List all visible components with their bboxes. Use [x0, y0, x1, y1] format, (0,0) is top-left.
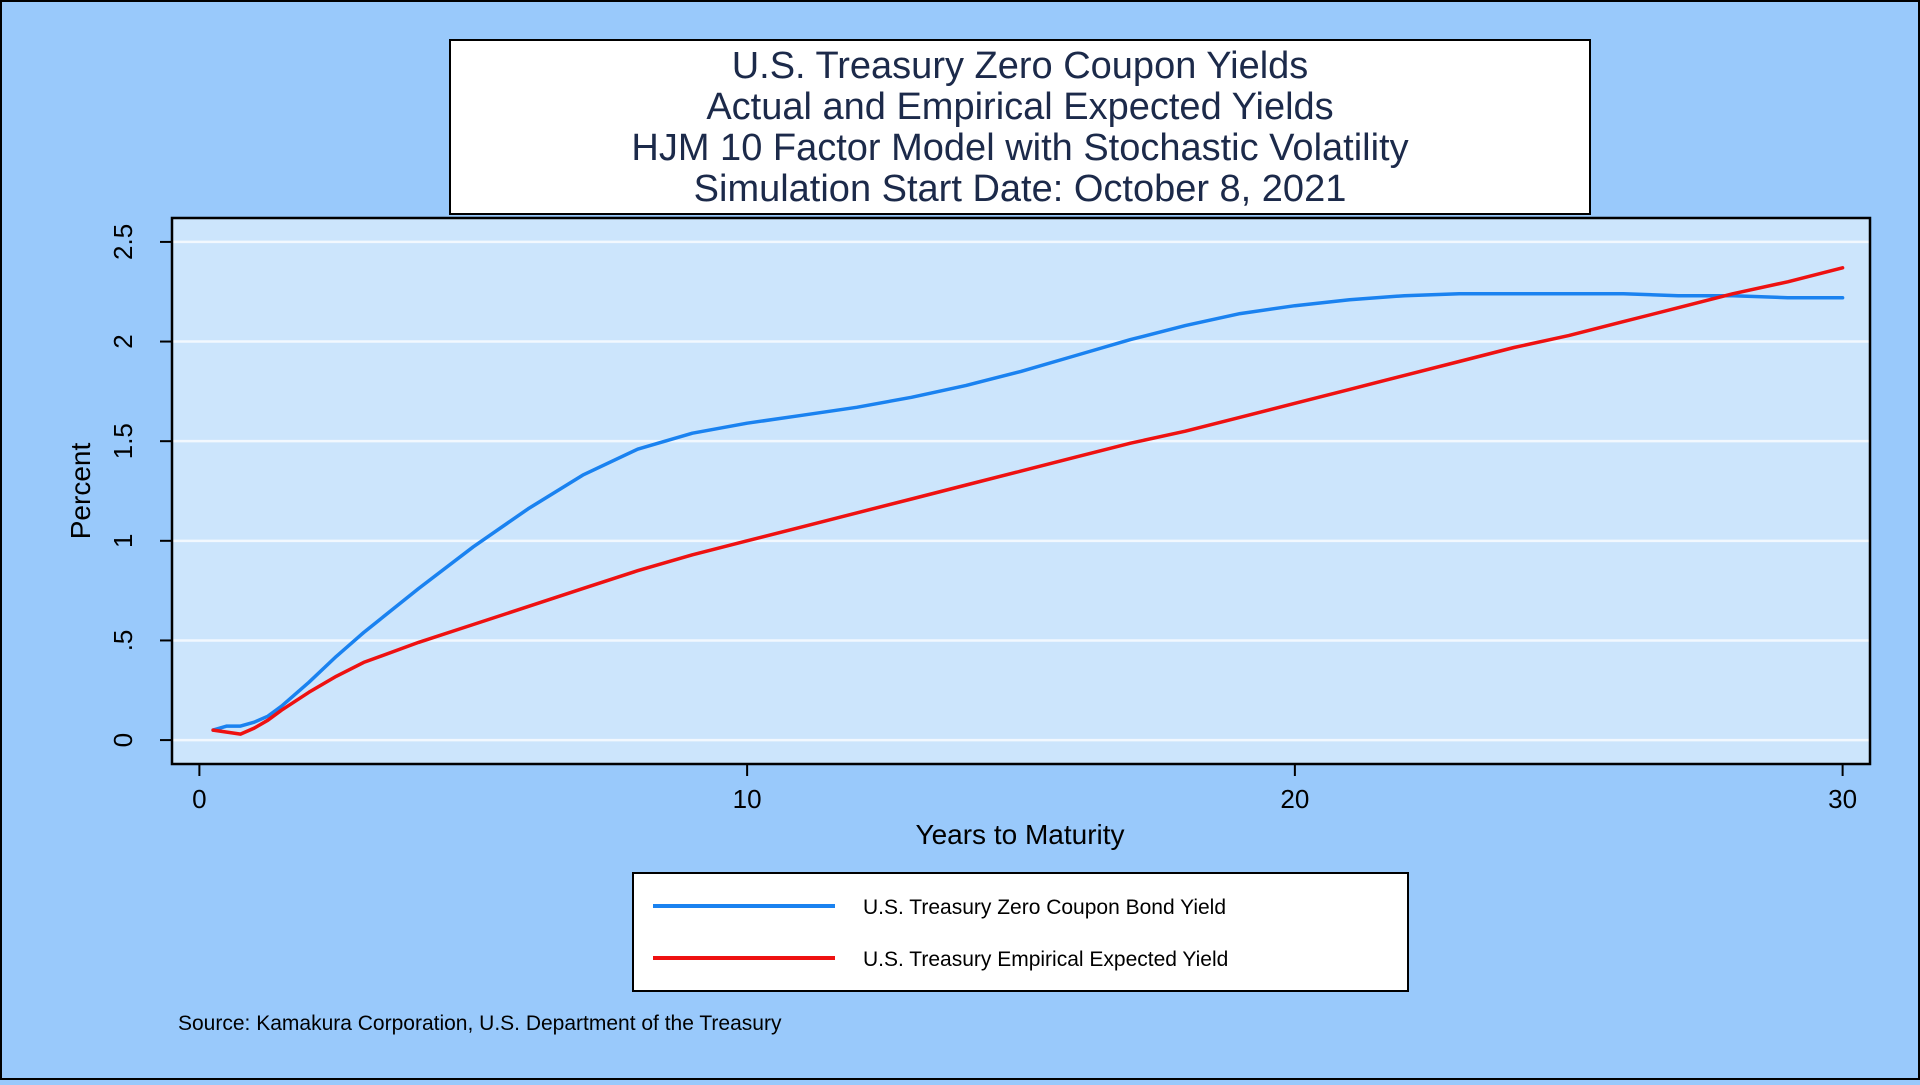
series-layer — [211, 266, 1845, 736]
series-line-0 — [211, 291, 1845, 732]
chart-title-line-3: HJM 10 Factor Model with Stochastic Vola… — [631, 127, 1408, 169]
y-tick-label: 1.5 — [108, 423, 138, 459]
y-tick-label: 2.5 — [108, 224, 138, 260]
y-tick-label: .5 — [108, 630, 138, 652]
chart-title-line-1: U.S. Treasury Zero Coupon Yields — [732, 45, 1309, 87]
legend-label-zero-coupon: U.S. Treasury Zero Coupon Bond Yield — [863, 896, 1226, 919]
legend-label-expected: U.S. Treasury Empirical Expected Yield — [863, 948, 1228, 971]
chart-title-line-4: Simulation Start Date: October 8, 2021 — [694, 168, 1347, 210]
grid-layer — [172, 240, 1870, 742]
x-tick-label: 0 — [192, 784, 206, 814]
source-note: Source: Kamakura Corporation, U.S. Depar… — [178, 1012, 782, 1035]
plot-area — [172, 218, 1870, 764]
y-axis-label: Percent — [65, 443, 96, 540]
x-tick-label: 30 — [1828, 784, 1857, 814]
legend-box — [632, 872, 1409, 992]
title-box — [449, 39, 1591, 215]
x-tick-label: 20 — [1280, 784, 1309, 814]
x-tick-label: 10 — [733, 784, 762, 814]
y-tick-label: 0 — [108, 733, 138, 747]
y-tick-label: 1 — [108, 534, 138, 548]
x-axis-label: Years to Maturity — [915, 819, 1124, 850]
series-line-1 — [211, 266, 1845, 736]
plot-frame — [170, 216, 1872, 766]
chart-title-line-2: Actual and Empirical Expected Yields — [706, 86, 1333, 128]
tick-layer: 0 .5 1 1.5 2 2.5 0 10 20 30 — [108, 224, 1857, 814]
y-tick-label: 2 — [108, 334, 138, 348]
